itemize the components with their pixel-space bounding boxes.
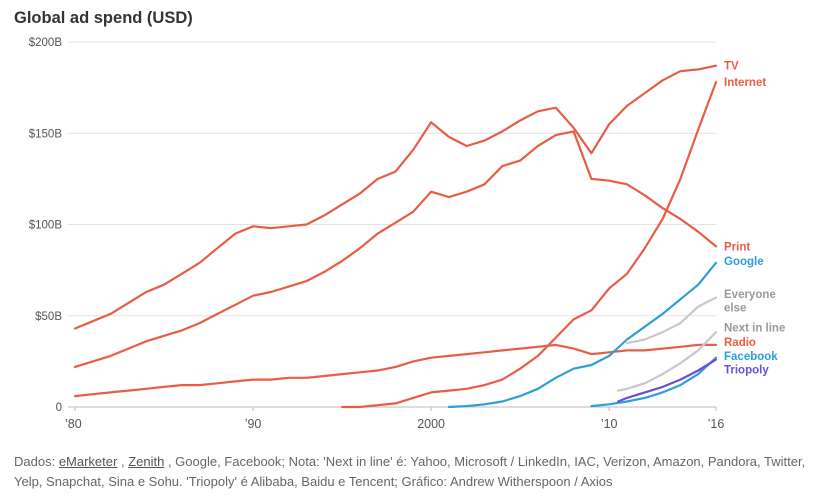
- source-prefix: Dados:: [14, 454, 59, 469]
- series-label: Google: [724, 256, 764, 268]
- series-line-radio: [73, 343, 718, 398]
- series-label: Triopoly: [724, 365, 769, 377]
- y-tick-label: $50B: [35, 311, 62, 323]
- x-tick-label: ’90: [245, 417, 262, 431]
- series-label: Radio: [724, 337, 756, 349]
- x-tick-label: ’80: [65, 417, 82, 431]
- series-line-tv: [73, 64, 718, 330]
- series-line-google: [447, 261, 718, 409]
- source-link-zenith[interactable]: Zenith: [128, 454, 165, 469]
- series-line-internet: [341, 80, 718, 409]
- source-link-emarketer[interactable]: eMarketer: [58, 454, 118, 469]
- chart-title: Global ad spend (USD): [14, 9, 193, 27]
- series-label: TV: [724, 61, 739, 73]
- series-label: Everyone: [724, 289, 776, 301]
- y-tick-label: $150B: [29, 128, 63, 140]
- y-tick-label: $200B: [29, 37, 63, 49]
- series-line-print: [73, 130, 718, 368]
- series-label: Print: [724, 241, 750, 253]
- source-note-text: , Google, Facebook; Nota: 'Next in line'…: [14, 454, 806, 489]
- series-line-triopoly: [616, 358, 718, 403]
- series-label: Facebook: [724, 351, 778, 363]
- line-chart: 0 $50B $100B $150B $200B ’80 ’90 2000 ’10 ’16 TV In…: [29, 37, 786, 431]
- x-tick-label: ’16: [708, 417, 725, 431]
- x-tick-label: 2000: [417, 417, 445, 431]
- source-separator: ,: [117, 454, 129, 469]
- series-label: Next in line: [724, 323, 785, 335]
- source-note: Dados: eMarketer , Zenith , Google, Face…: [14, 452, 819, 492]
- y-tick-label: 0: [56, 402, 62, 414]
- series-line-everyone-else: [625, 296, 718, 345]
- series-line-facebook: [590, 356, 718, 408]
- y-tick-label: $100B: [29, 220, 63, 232]
- x-tick-label: ’10: [601, 417, 618, 431]
- series-label: else: [724, 303, 746, 315]
- series-line-next-in-line: [616, 331, 718, 392]
- series-label: Internet: [724, 77, 766, 89]
